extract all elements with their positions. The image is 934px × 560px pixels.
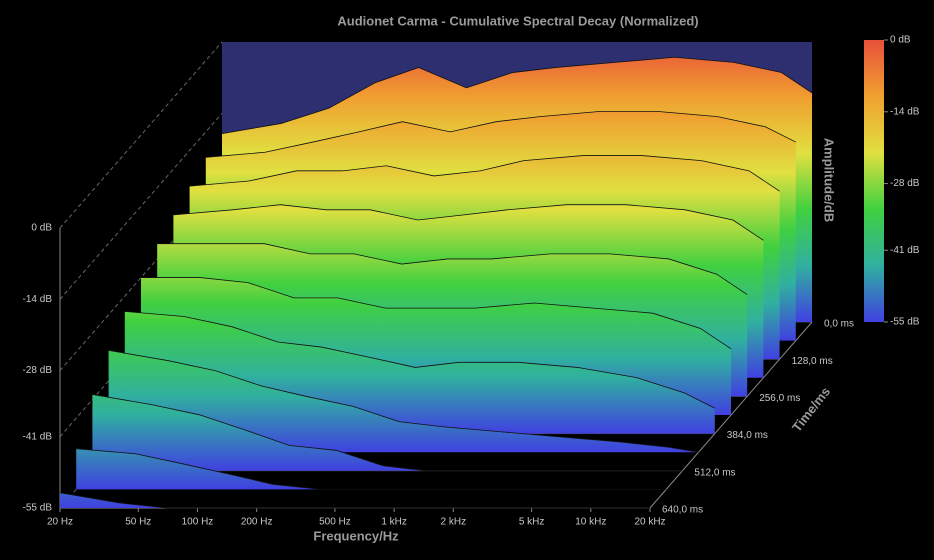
slice-line xyxy=(76,448,667,490)
x-tick-label: 50 Hz xyxy=(125,517,151,528)
z-tick-label: 0,0 ms xyxy=(824,319,854,330)
colorbar-tick-label: 0 dB xyxy=(890,35,911,46)
slice-line xyxy=(173,204,764,241)
colorbar xyxy=(864,40,884,322)
slice-line xyxy=(108,349,699,453)
slice-line xyxy=(124,311,715,409)
colorbar-tick-label: -14 dB xyxy=(890,106,920,117)
grid-line xyxy=(59,41,223,229)
slice-area xyxy=(60,492,650,508)
x-tick-label: 5 kHz xyxy=(519,517,545,528)
slice-area xyxy=(92,394,683,471)
slice-line xyxy=(221,56,813,135)
y-tick-label: -14 dB xyxy=(23,294,53,305)
slice-area xyxy=(76,448,667,490)
grid-line xyxy=(59,112,223,300)
slice-area xyxy=(108,350,699,453)
colorbar-tick-label: -41 dB xyxy=(890,245,920,256)
z-axis-label: Time/ms xyxy=(789,384,833,435)
slice-line xyxy=(205,111,796,158)
colorbar-tick-label: -55 dB xyxy=(890,317,920,328)
y-tick-label: 0 dB xyxy=(31,223,52,234)
slice-line xyxy=(92,394,683,472)
x-tick-label: 2 kHz xyxy=(441,517,467,528)
x-axis-label: Frequency/Hz xyxy=(313,528,399,543)
z-tick-label: 640,0 ms xyxy=(662,505,703,516)
slice-line xyxy=(141,277,732,350)
x-tick-label: 10 kHz xyxy=(575,517,606,528)
colorbar-tick-label: -28 dB xyxy=(890,178,920,189)
z-tick-label: 128,0 ms xyxy=(792,356,833,367)
z-tick-label: 256,0 ms xyxy=(759,393,800,404)
y-tick-label: -41 dB xyxy=(23,431,53,442)
y-tick-label: -55 dB xyxy=(23,503,53,514)
x-tick-label: 200 Hz xyxy=(241,517,273,528)
z-tick-label: 512,0 ms xyxy=(694,467,735,478)
chart-title: Audionet Carma - Cumulative Spectral Dec… xyxy=(337,13,698,28)
y-tick-label: -28 dB xyxy=(23,365,53,376)
x-tick-label: 100 Hz xyxy=(182,517,214,528)
slice-line xyxy=(189,155,780,192)
slice-line xyxy=(59,492,650,509)
x-tick-label: 500 Hz xyxy=(319,517,351,528)
x-tick-label: 20 kHz xyxy=(634,517,665,528)
x-tick-label: 1 kHz xyxy=(381,517,407,528)
x-tick-label: 20 Hz xyxy=(47,517,73,528)
y-axis-label: Amplitude/dB xyxy=(822,138,837,223)
slice-line xyxy=(157,243,748,295)
z-tick-label: 384,0 ms xyxy=(727,430,768,441)
